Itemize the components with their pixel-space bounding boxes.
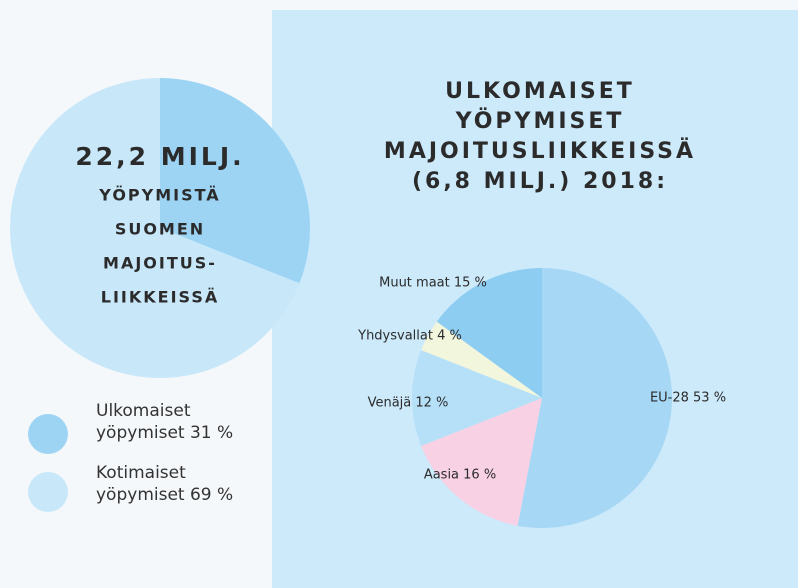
pie-slice: [517, 268, 673, 528]
data-label: Yhdysvallat 4 %: [357, 329, 462, 344]
chart-subtitle: LIIKKEISSÄ: [101, 288, 220, 307]
chart-title: 22,2 MILJ.: [75, 142, 244, 171]
chart-subtitle: SUOMEN: [115, 220, 205, 239]
legend-label: Ulkomaiset yöpymiset 31 %: [96, 401, 234, 443]
pie-slice: [436, 268, 542, 398]
pie-slice: [421, 321, 542, 398]
legend-swatch: [28, 414, 68, 454]
pie-slice: [160, 78, 310, 284]
data-label: Muut maat 15 %: [379, 276, 487, 291]
data-label: Venäjä 12 %: [368, 396, 449, 411]
pie-slice: [9, 78, 300, 379]
chart-subtitle: MAJOITUS-: [103, 254, 217, 273]
chart-title: MAJOITUSLIIKKEISSÄ: [384, 138, 696, 164]
data-label: Aasia 16 %: [424, 468, 496, 483]
data-label: EU-28 53 %: [650, 391, 726, 406]
pie-slice: [411, 350, 542, 446]
chart-title: ULKOMAISET: [445, 79, 635, 104]
legend-label: Kotimaiset yöpymiset 69 %: [96, 463, 234, 505]
chart-subtitle: YÖPYMISTÄ: [98, 186, 220, 205]
chart-title: (6,8 MILJ.) 2018:: [412, 169, 668, 194]
pie-slice: [421, 398, 542, 526]
chart-title: YÖPYMISET: [455, 108, 625, 134]
legend-swatch: [28, 472, 68, 512]
